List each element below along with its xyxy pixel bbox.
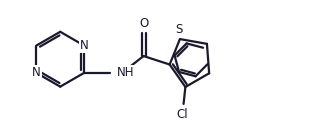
Text: Cl: Cl	[176, 108, 188, 121]
Text: S: S	[175, 23, 183, 36]
Text: O: O	[139, 17, 148, 30]
Text: N: N	[32, 66, 41, 79]
Text: NH: NH	[117, 66, 135, 79]
Text: N: N	[80, 39, 88, 52]
